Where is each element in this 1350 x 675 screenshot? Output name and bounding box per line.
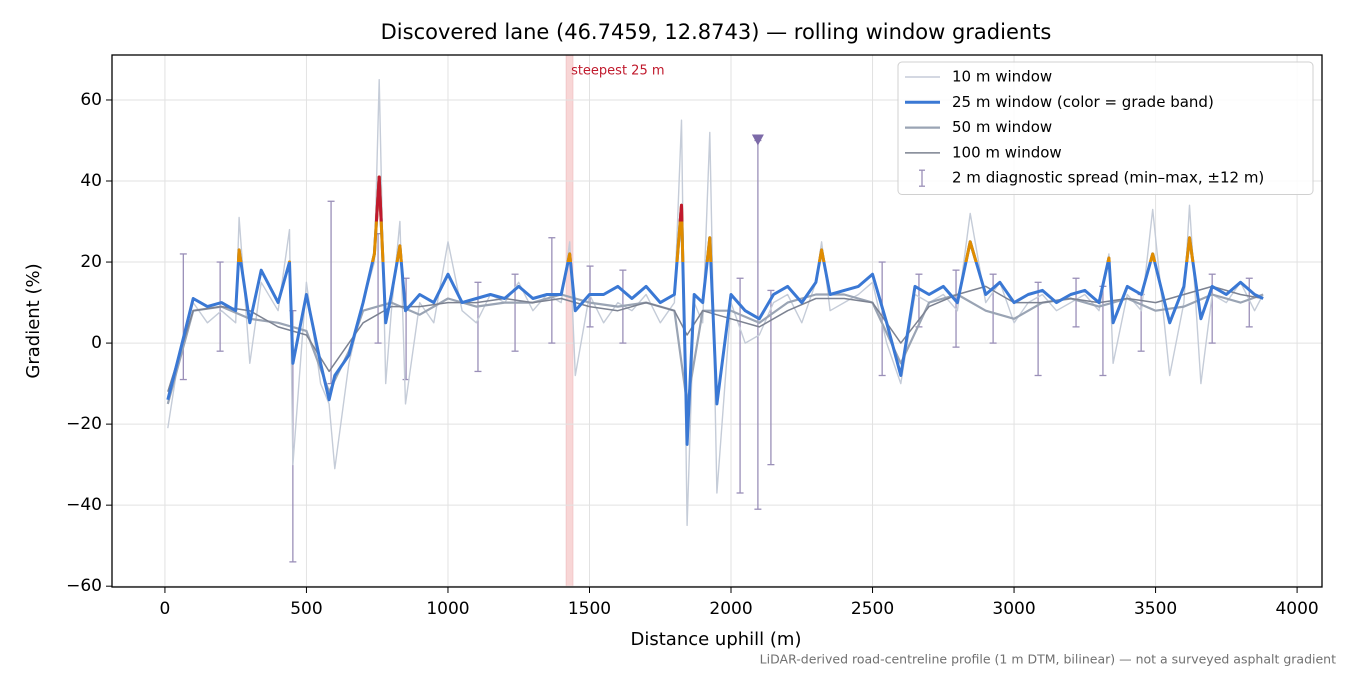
chart-title: Discovered lane (46.7459, 12.8743) — rol… [381,20,1052,44]
legend-label: 100 m window [952,143,1062,161]
y-tick-label: 0 [91,333,102,353]
legend-box [897,61,1314,195]
series-line [167,285,1264,392]
axes: 0 500 1000 1500 2000 2500 3000 3500 4000 −60 −40 −2… [66,90,1319,619]
x-tick-label: 2500 [851,599,894,619]
legend-label: 10 m window [952,68,1052,86]
plot-frame [111,54,1323,588]
y-tick-label: −20 [66,414,102,434]
y-tick-label: 60 [80,90,102,110]
legend: 10 m window 25 m window (color = grade ba… [897,61,1314,195]
legend-label: 25 m window (color = grade band) [952,93,1214,111]
max-spread-marker [751,134,764,146]
highlight-label: steepest 25 m [571,64,664,79]
y-tick-label: −40 [66,495,102,515]
plot-area [112,55,1322,587]
highlight-span [565,55,574,587]
x-tick-label: 4000 [1275,599,1318,619]
x-tick-label: 0 [160,599,171,619]
x-tick-label: 3500 [1134,599,1177,619]
y-tick-label: −60 [66,576,102,596]
footnote: LiDAR-derived road-centreline profile (1… [760,652,1336,667]
x-tick-label: 1000 [426,599,469,619]
x-axis-label: Distance uphill (m) [631,629,802,650]
x-tick-label: 2000 [709,599,752,619]
legend-label: 50 m window [952,118,1052,136]
series-line [167,79,1264,527]
x-tick-label: 3000 [992,599,1035,619]
y-tick-label: 40 [80,171,102,191]
series-line [166,175,1264,446]
legend-label: 2 m diagnostic spread (min–max, ±12 m) [952,169,1264,187]
y-axis-label: Gradient (%) [23,263,44,378]
y-tick-label: 20 [80,252,102,272]
x-tick-label: 1500 [568,599,611,619]
x-tick-label: 500 [290,599,322,619]
